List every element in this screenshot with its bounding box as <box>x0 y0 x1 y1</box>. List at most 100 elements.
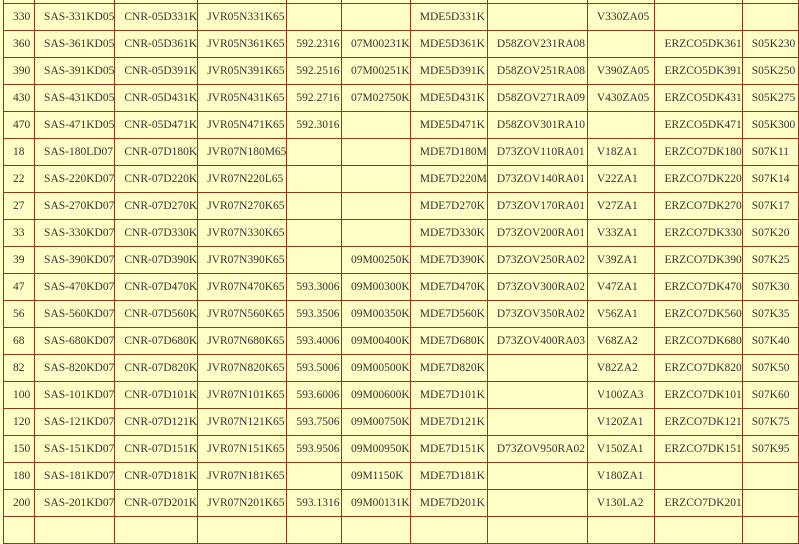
table-cell: 18 <box>2 138 36 166</box>
table-cell: 593.9506 <box>286 435 342 463</box>
table-cell: 593.5006 <box>286 354 342 382</box>
table-cell <box>340 3 411 31</box>
table-cell: 470 <box>2 111 36 139</box>
table-row: 430 SAS-431KD05 CNR-05D431K JVR05N431K65 592… <box>2 84 799 112</box>
table-row: 100 SAS-101KD07 CNR-07D101K JVR07N101K65 593… <box>2 381 799 409</box>
table-row <box>2 516 799 544</box>
table-cell: 100 <box>2 381 36 409</box>
table-cell: SAS-470KD07 <box>34 273 116 301</box>
table-cell: D73ZOV300RA02 <box>486 273 588 301</box>
table-cell: MDE7D151K <box>409 435 488 463</box>
table-cell <box>286 516 342 544</box>
table-cell: 593.4006 <box>286 327 342 355</box>
table-cell: JVR05N391K65 <box>197 57 288 85</box>
table-cell: ERZCO5DK391 <box>654 57 743 85</box>
table-row: 360 SAS-361KD05 CNR-05D361K JVR05N361K65 592… <box>2 30 799 58</box>
table-cell: JVR05N471K65 <box>197 111 288 139</box>
table-cell: D58ZOV251RA08 <box>486 57 588 85</box>
table-cell: ERZCO7DK201 <box>654 489 743 517</box>
table-cell <box>286 246 342 274</box>
table-cell: 09M00950K <box>340 435 411 463</box>
table-cell <box>586 516 656 544</box>
table-cell: S07K17 <box>741 192 799 220</box>
table-cell: D73ZOV250RA02 <box>486 246 588 274</box>
table-cell: D73ZOV950RA02 <box>486 435 588 463</box>
table-cell: JVR07N560K65 <box>197 300 288 328</box>
table-cell: SAS-361KD05 <box>34 30 116 58</box>
table-cell: MDE7D101K <box>409 381 488 409</box>
table-cell: 09M1150K <box>340 462 411 490</box>
table-cell: D58ZOV271RA09 <box>486 84 588 112</box>
table-cell: MDE5D331K <box>409 3 488 31</box>
table-cell: 593.7506 <box>286 408 342 436</box>
table-cell: JVR07N220L65 <box>197 165 288 193</box>
table-cell <box>486 462 588 490</box>
table-cell: 82 <box>2 354 36 382</box>
table-cell: MDE7D560K <box>409 300 488 328</box>
table-cell <box>486 489 588 517</box>
table-cell: CNR-07D470K <box>114 273 199 301</box>
table-cell: S05K230 <box>741 30 799 58</box>
table-cell <box>340 516 411 544</box>
table-cell: 33 <box>2 219 36 247</box>
table-cell: V100ZA3 <box>586 381 656 409</box>
table-cell: V56ZA1 <box>586 300 656 328</box>
table-row: 68 SAS-680KD07 CNR-07D680K JVR07N680K65 593.… <box>2 327 799 355</box>
table-cell: ERZCO5DK431 <box>654 84 743 112</box>
table-cell: SAS-181KD07 <box>34 462 116 490</box>
table-cell: D73ZOV110RA01 <box>486 138 588 166</box>
table-cell: 27 <box>2 192 36 220</box>
table-cell: JVR07N270K65 <box>197 192 288 220</box>
table-cell: ERZCO7DK101 <box>654 381 743 409</box>
table-row: 27 SAS-270KD07 CNR-07D270K JVR07N270K65 MDE7… <box>2 192 799 220</box>
table-cell: ERZCO7DK680 <box>654 327 743 355</box>
table-cell: MDE7D470K <box>409 273 488 301</box>
table-cell: SAS-101KD07 <box>34 381 116 409</box>
table-cell: JVR07N181K65 <box>197 462 288 490</box>
table-cell: SAS-391KD05 <box>34 57 116 85</box>
table-cell: 592.2316 <box>286 30 342 58</box>
table-cell: MDE7D820K <box>409 354 488 382</box>
table-cell: 593.3506 <box>286 300 342 328</box>
table-cell: V330ZA05 <box>586 3 656 31</box>
table-cell: ERZCO7DK390 <box>654 246 743 274</box>
table-row: 39 SAS-390KD07 CNR-07D390K JVR07N390K65 09M0… <box>2 246 799 274</box>
table-row: 470 SAS-471KD05 CNR-05D471K JVR05N471K65 592… <box>2 111 799 139</box>
table-row: 200 SAS-201KD07 CNR-07D201K JVR07N201K65 593… <box>2 489 799 517</box>
table-row: 18 SAS-180LD07 CNR-07D180K JVR07N180M65 MDE7… <box>2 138 799 166</box>
table-cell: 68 <box>2 327 36 355</box>
table-cell: SAS-121KD07 <box>34 408 116 436</box>
table-cell: 180 <box>2 462 36 490</box>
table-cell: 120 <box>2 408 36 436</box>
table-cell: MDE7D220M <box>409 165 488 193</box>
table-cell: S07K14 <box>741 165 799 193</box>
table-cell: V180ZA1 <box>586 462 656 490</box>
table-cell: ERZCO7DK220 <box>654 165 743 193</box>
table-cell <box>286 165 342 193</box>
table-cell: SAS-330KD07 <box>34 219 116 247</box>
table-cell <box>654 516 743 544</box>
table-cell: S07K40 <box>741 327 799 355</box>
table-cell: V150ZA1 <box>586 435 656 463</box>
table-cell: ERZCO7DK330 <box>654 219 743 247</box>
table-cell: D58ZOV231RA08 <box>486 30 588 58</box>
table-cell: CNR-05D361K <box>114 30 199 58</box>
table-cell: S07K25 <box>741 246 799 274</box>
table-cell: S07K20 <box>741 219 799 247</box>
table-row: 330 SAS-331KD05 CNR-05D331K JVR05N331K65 MDE… <box>2 3 799 31</box>
table-cell <box>741 489 799 517</box>
table-cell: S07K35 <box>741 300 799 328</box>
table-cell: CNR-07D101K <box>114 381 199 409</box>
table-cell: JVR07N101K65 <box>197 381 288 409</box>
table-cell: 39 <box>2 246 36 274</box>
table-cell: 330 <box>2 3 36 31</box>
table-cell: D73ZOV200RA01 <box>486 219 588 247</box>
table-cell: V27ZA1 <box>586 192 656 220</box>
table-cell: 09M00400K <box>340 327 411 355</box>
table-cell: V120ZA1 <box>586 408 656 436</box>
table-cell <box>654 3 743 31</box>
table-cell: JVR07N820K65 <box>197 354 288 382</box>
table-cell: SAS-331KD05 <box>34 3 116 31</box>
table-cell: V130LA2 <box>586 489 656 517</box>
